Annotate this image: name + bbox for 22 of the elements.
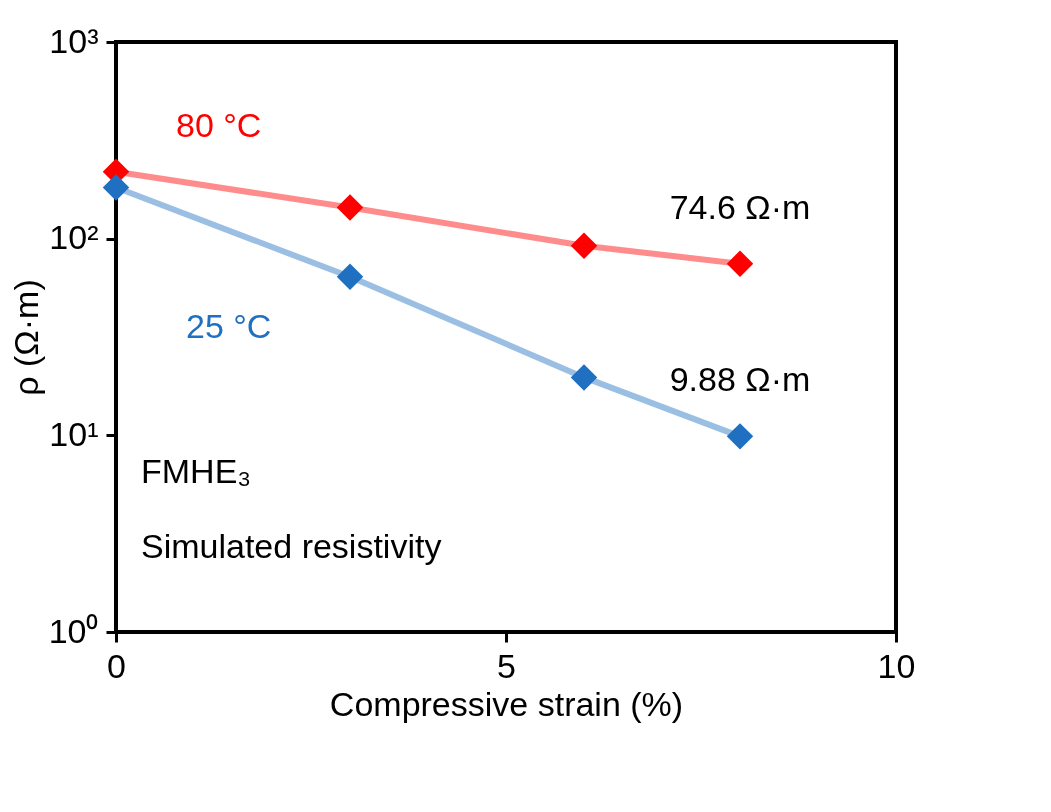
point <box>726 250 754 277</box>
series-label: 80 °C <box>176 105 262 144</box>
y-axis-title: ρ (Ω·m) <box>6 279 45 396</box>
point <box>336 194 364 221</box>
annotation: 9.88 Ω·m <box>669 360 811 399</box>
x-tick-label: 0 <box>107 646 126 685</box>
point <box>570 364 598 391</box>
x-tick-label: 5 <box>497 646 516 685</box>
annotation: FMHE₃ <box>141 451 252 490</box>
y-tick-label: 10³ <box>49 21 99 60</box>
point <box>336 263 364 291</box>
point <box>570 232 598 260</box>
point <box>726 423 754 450</box>
x-tick-label: 10 <box>877 646 916 685</box>
y-tick-label: 10⁰ <box>48 611 99 650</box>
x-axis-title: Compressive strain (%) <box>329 684 684 723</box>
annotation: Simulated resistivity <box>141 526 442 565</box>
y-tick-label: 10¹ <box>49 414 99 453</box>
point <box>102 174 130 201</box>
annotation: 74.6 Ω·m <box>669 187 811 226</box>
series-label: 25 °C <box>186 306 272 345</box>
y-tick-label: 10² <box>49 218 99 257</box>
